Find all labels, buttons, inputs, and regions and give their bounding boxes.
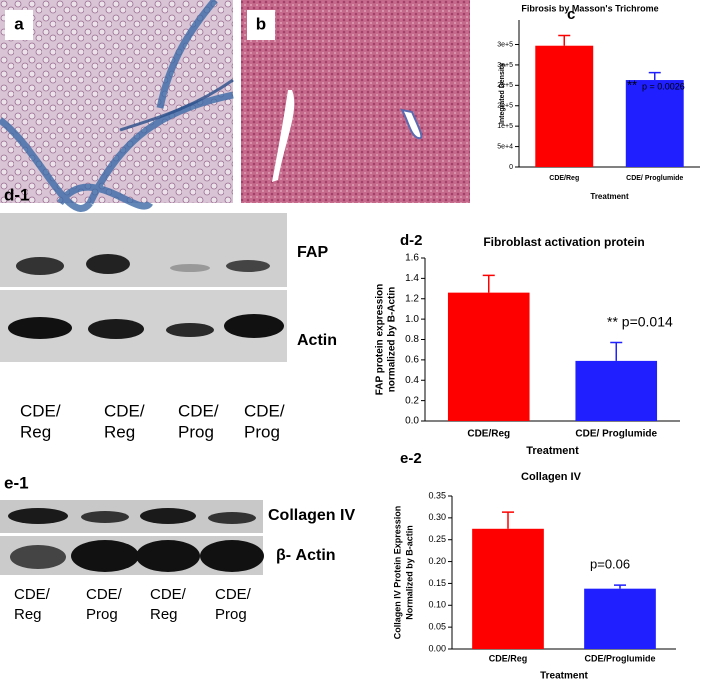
lane-label: Prog xyxy=(178,422,214,441)
x-tick-label: CDE/ Proglumide xyxy=(626,175,683,182)
error-bar xyxy=(610,341,623,361)
x-axis-label: Treatment xyxy=(590,192,629,201)
band-label: FAP xyxy=(297,244,328,261)
error-bar xyxy=(502,511,514,529)
y-tick-label: 1e+5 xyxy=(497,123,513,130)
x-tick-label: CDE/ Proglumide xyxy=(575,429,657,440)
bar xyxy=(472,528,544,649)
y-tick-label: 5e+4 xyxy=(497,143,513,150)
lane-label: CDE/ xyxy=(20,401,61,420)
micrograph-a xyxy=(0,0,234,212)
y-tick-label: 0.15 xyxy=(428,578,446,588)
x-axis-label: Treatment xyxy=(526,445,579,457)
chart-title: Collagen IV xyxy=(521,471,582,483)
lane-label: CDE/ xyxy=(150,586,187,603)
y-tick-label: 1.6 xyxy=(405,253,419,264)
y-tick-label: 1.4 xyxy=(405,273,419,284)
lane-label: CDE/ xyxy=(104,401,145,420)
y-tick-label: 0.00 xyxy=(428,643,446,653)
y-tick-label: 0.2 xyxy=(405,395,419,406)
y-tick-label: 1.0 xyxy=(405,314,419,325)
x-tick-label: CDE/Reg xyxy=(467,429,510,440)
panel-label: d-2 xyxy=(400,232,423,249)
y-axis-label: Normalized by B-actin xyxy=(404,525,414,620)
chart-title: Fibroblast activation protein xyxy=(483,235,644,249)
lane-label: Prog xyxy=(244,422,280,441)
panel-label: c xyxy=(567,6,575,23)
panel-label: b xyxy=(256,14,266,33)
lane-label: CDE/ xyxy=(215,586,252,603)
bar xyxy=(535,45,594,167)
y-tick-label: 0.25 xyxy=(428,534,446,544)
y-tick-label: 0.20 xyxy=(428,556,446,566)
x-tick-label: CDE/Reg xyxy=(489,653,528,663)
y-tick-label: 0 xyxy=(509,164,513,171)
western-blot xyxy=(0,213,287,362)
lane-label: Reg xyxy=(20,422,51,441)
y-tick-label: 3e+5 xyxy=(497,62,513,69)
western-blot xyxy=(0,500,264,575)
error-bar xyxy=(648,71,661,81)
lane-label: CDE/ xyxy=(86,586,123,603)
y-tick-label: 2e+5 xyxy=(497,82,513,89)
lane-label: Reg xyxy=(150,606,178,623)
y-tick-label: 2e+5 xyxy=(497,103,513,110)
y-tick-label: 0.10 xyxy=(428,600,446,610)
panel-label: d-1 xyxy=(4,185,30,204)
annotation: p=0.06 xyxy=(590,556,630,571)
band-label: Actin xyxy=(297,332,337,349)
x-axis-label: Treatment xyxy=(540,671,588,682)
x-tick-label: CDE/Reg xyxy=(549,175,579,182)
y-axis-label: Integrated Density xyxy=(499,63,506,124)
bar xyxy=(447,292,530,421)
lane-label: Prog xyxy=(86,606,118,623)
y-tick-label: 0.30 xyxy=(428,512,446,522)
y-axis-label: FAP protein expression xyxy=(375,284,386,396)
y-tick-label: 0.8 xyxy=(405,334,419,345)
lane-label: CDE/ xyxy=(178,401,219,420)
bar xyxy=(625,80,684,167)
lane-label: CDE/ xyxy=(244,401,285,420)
y-tick-label: 3e+5 xyxy=(497,41,513,48)
annotation: ** p=0.014 xyxy=(607,314,673,330)
error-bar xyxy=(482,274,495,293)
y-tick-label: 0.0 xyxy=(405,416,419,427)
lane-label: Reg xyxy=(14,606,42,623)
chart-title: Fibrosis by Masson's Trichrome xyxy=(521,3,658,13)
lane-label: Prog xyxy=(215,606,247,623)
panel-label: e-2 xyxy=(400,450,422,467)
lane-label: CDE/ xyxy=(14,586,51,603)
panel-label: a xyxy=(14,14,24,33)
lane-label: Reg xyxy=(104,422,135,441)
y-axis-label: normalized by B-Actin xyxy=(387,287,398,393)
annotation: p = 0.0026 xyxy=(642,81,685,91)
bar xyxy=(575,360,658,421)
x-tick-label: CDE/Proglumide xyxy=(584,653,655,663)
error-bar xyxy=(558,34,571,46)
y-tick-label: 0.4 xyxy=(405,375,419,386)
band-label: β- Actin xyxy=(276,547,336,564)
y-tick-label: 0.6 xyxy=(405,355,419,366)
error-bar xyxy=(614,584,626,589)
bar xyxy=(584,588,656,649)
micrograph-b xyxy=(241,0,470,203)
annotation: ** xyxy=(627,77,637,92)
y-tick-label: 1.2 xyxy=(405,293,419,304)
y-tick-label: 0.05 xyxy=(428,622,446,632)
panel-label: e-1 xyxy=(4,473,29,492)
y-tick-label: 0.35 xyxy=(428,490,446,500)
band-label: Collagen IV xyxy=(268,507,355,524)
y-axis-label: Collagen IV Protein Expression xyxy=(392,506,402,640)
